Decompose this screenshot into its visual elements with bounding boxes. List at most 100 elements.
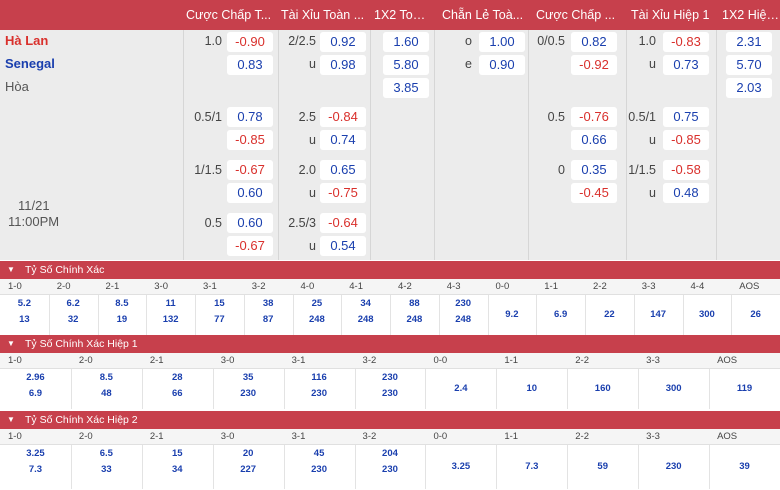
score-odds-cell[interactable]: 230 230 — [355, 369, 426, 409]
odds-value[interactable]: 7.3 — [525, 461, 539, 472]
score-odds-cell[interactable]: 26 — [731, 295, 780, 335]
odds-value[interactable]: 15 — [171, 448, 183, 459]
odds-value[interactable]: 227 — [240, 464, 257, 475]
score-odds-cell[interactable]: 116 230 — [284, 369, 355, 409]
odds-cell[interactable]: 0.60 — [227, 183, 273, 203]
odds-value[interactable]: 230 — [382, 372, 398, 383]
score-odds-cell[interactable]: 2.4 — [425, 369, 496, 409]
odds-value[interactable]: 48 — [101, 388, 112, 399]
odds-cell[interactable]: -0.85 — [663, 130, 709, 150]
odds-value[interactable]: 5.2 — [17, 298, 31, 309]
odds-cell[interactable]: 0.65 — [320, 160, 366, 180]
odds-value[interactable]: 88 — [409, 298, 420, 309]
odds-value[interactable]: 248 — [455, 314, 472, 325]
odds-cell[interactable]: -0.67 — [227, 160, 273, 180]
score-odds-cell[interactable]: 6.2 32 — [49, 295, 98, 335]
odds-cell[interactable]: 0.73 — [663, 55, 709, 75]
odds-cell[interactable]: -0.67 — [227, 236, 273, 256]
odds-value[interactable]: 300 — [698, 309, 715, 320]
odds-value[interactable]: 6.2 — [66, 298, 80, 309]
odds-cell[interactable]: -0.64 — [320, 213, 366, 233]
odds-value[interactable]: 66 — [171, 388, 183, 399]
odds-value[interactable]: 20 — [242, 448, 254, 459]
odds-cell[interactable]: -0.92 — [571, 55, 617, 75]
score-odds-cell[interactable]: 6.5 33 — [71, 445, 142, 489]
section-correct-score[interactable]: ▼ Tỷ Số Chính Xác — [0, 261, 780, 279]
odds-value[interactable]: 25 — [311, 298, 323, 309]
odds-value[interactable]: 8.5 — [115, 298, 129, 309]
score-odds-cell[interactable]: 15 77 — [195, 295, 244, 335]
score-odds-cell[interactable]: 45 230 — [284, 445, 355, 489]
odds-value[interactable]: 15 — [214, 298, 225, 309]
odds-cell[interactable]: 0.78 — [227, 107, 273, 127]
odds-value[interactable]: 132 — [162, 314, 179, 325]
odds-value[interactable]: 34 — [360, 298, 371, 309]
odds-cell[interactable]: -0.45 — [571, 183, 617, 203]
odds-cell[interactable]: 1.60 — [383, 32, 429, 52]
odds-cell[interactable]: 2.31 — [726, 32, 772, 52]
header-1x2-full[interactable]: 1X2 Toà... — [374, 8, 430, 22]
score-odds-cell[interactable]: 38 87 — [244, 295, 293, 335]
score-odds-cell[interactable]: 3.25 7.3 — [0, 445, 71, 489]
odds-value[interactable]: 230 — [240, 388, 257, 399]
odds-cell[interactable]: 3.85 — [383, 78, 429, 98]
odds-cell[interactable]: 0.83 — [227, 55, 273, 75]
odds-value[interactable]: 248 — [406, 314, 423, 325]
odds-value[interactable]: 9.2 — [505, 309, 519, 320]
odds-value[interactable]: 2.4 — [454, 383, 468, 394]
odds-value[interactable]: 26 — [750, 309, 761, 320]
odds-value[interactable]: 34 — [171, 464, 183, 475]
header-1x2-h1[interactable]: 1X2 Hiệp 1 — [722, 8, 780, 22]
odds-cell[interactable]: 0.75 — [663, 107, 709, 127]
odds-value[interactable]: 248 — [308, 314, 325, 325]
score-odds-cell[interactable]: 204 230 — [355, 445, 426, 489]
odds-value[interactable]: 230 — [382, 464, 398, 475]
score-odds-cell[interactable]: 5.2 13 — [0, 295, 49, 335]
odds-value[interactable]: 300 — [665, 383, 682, 394]
score-odds-cell[interactable]: 34 248 — [341, 295, 390, 335]
odds-value[interactable]: 87 — [262, 314, 274, 325]
score-odds-cell[interactable]: 11 132 — [146, 295, 195, 335]
odds-cell[interactable]: 0.66 — [571, 130, 617, 150]
odds-cell[interactable]: 0.54 — [320, 236, 366, 256]
score-odds-cell[interactable]: 10 — [496, 369, 567, 409]
odds-cell[interactable]: 0.82 — [571, 32, 617, 52]
odds-value[interactable]: 59 — [597, 461, 608, 472]
score-odds-cell[interactable]: 35 230 — [213, 369, 284, 409]
score-odds-cell[interactable]: 300 — [638, 369, 709, 409]
score-odds-cell[interactable]: 20 227 — [213, 445, 284, 489]
header-over-under-full[interactable]: Tài Xỉu Toàn ... — [281, 8, 365, 22]
score-odds-cell[interactable]: 6.9 — [536, 295, 585, 335]
odds-value[interactable]: 160 — [594, 383, 611, 394]
score-odds-cell[interactable]: 7.3 — [496, 445, 567, 489]
score-odds-cell[interactable]: 22 — [585, 295, 634, 335]
score-odds-cell[interactable]: 8.5 48 — [71, 369, 142, 409]
score-odds-cell[interactable]: 300 — [683, 295, 732, 335]
odds-value[interactable]: 147 — [650, 309, 667, 320]
odds-value[interactable]: 10 — [526, 383, 538, 394]
header-handicap-h1[interactable]: Cược Chấp ... — [536, 8, 616, 22]
odds-value[interactable]: 116 — [311, 372, 327, 383]
odds-value[interactable]: 45 — [313, 448, 325, 459]
odds-cell[interactable]: -0.76 — [571, 107, 617, 127]
score-odds-cell[interactable]: 147 — [634, 295, 683, 335]
odds-cell[interactable]: 0.98 — [320, 55, 366, 75]
header-handicap-full[interactable]: Cược Chấp T... — [186, 8, 272, 22]
odds-cell[interactable]: -0.75 — [320, 183, 366, 203]
score-odds-cell[interactable]: 88 248 — [390, 295, 439, 335]
header-odd-even-full[interactable]: Chẵn Lẻ Toà... — [442, 8, 524, 22]
odds-value[interactable]: 230 — [311, 388, 327, 399]
score-odds-cell[interactable]: 230 248 — [439, 295, 488, 335]
header-over-under-h1[interactable]: Tài Xỉu Hiệp 1 — [631, 8, 710, 22]
odds-value[interactable]: 19 — [116, 314, 128, 325]
odds-cell[interactable]: 5.70 — [726, 55, 772, 75]
odds-cell[interactable]: -0.90 — [227, 32, 273, 52]
section-correct-score-h1[interactable]: ▼ Tỷ Số Chính Xác Hiệp 1 — [0, 335, 780, 353]
odds-cell[interactable]: -0.83 — [663, 32, 709, 52]
odds-value[interactable]: 33 — [101, 464, 112, 475]
odds-value[interactable]: 204 — [382, 448, 398, 459]
odds-value[interactable]: 38 — [262, 298, 274, 309]
score-odds-cell[interactable]: 160 — [567, 369, 638, 409]
score-odds-cell[interactable]: 59 — [567, 445, 638, 489]
odds-value[interactable]: 248 — [357, 314, 374, 325]
